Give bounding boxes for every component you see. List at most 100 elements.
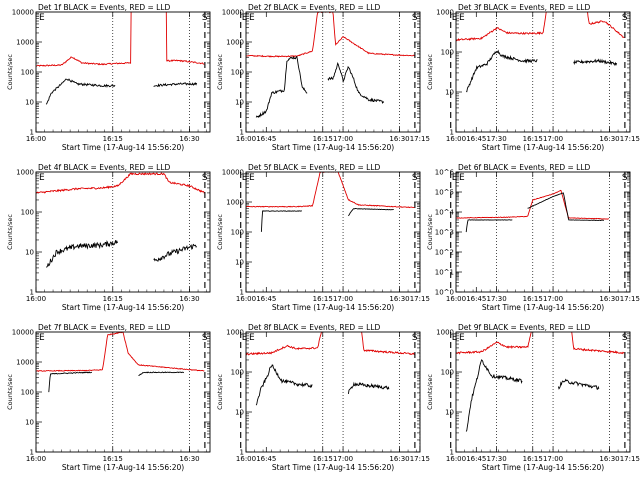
y-tick-label: 1 <box>240 129 244 137</box>
events-series-line <box>573 58 618 67</box>
lld-series-line <box>456 12 625 42</box>
marker-label-e: E <box>452 13 458 23</box>
marker-label-s: S <box>202 13 208 23</box>
plot-frame <box>245 171 421 293</box>
marker-label-e: E <box>459 13 465 23</box>
panel-det-2: Det 2f BLACK = Events, RED = LLD 1 10 100 10… <box>216 3 640 152</box>
lld-series-line <box>456 189 609 220</box>
y-tick-label: 10 <box>235 409 244 417</box>
events-series-line <box>527 192 605 221</box>
x-axis-label: Start Time (17-Aug-14 15:56:20) <box>272 143 394 152</box>
plot-frame <box>455 331 631 453</box>
x-tick-label: 17:30 <box>486 295 506 303</box>
x-tick-label: 16:15 <box>523 135 543 143</box>
x-tick-label: 16:00 <box>236 135 256 143</box>
x-tick-label: 16:30 <box>599 455 619 463</box>
events-series-line <box>465 359 523 432</box>
y-axis-label: Counts/sec <box>6 54 14 90</box>
y-tick-label: 1 <box>30 449 34 457</box>
y-axis-label: Counts/sec <box>216 54 224 90</box>
y-tick-label: 100 <box>21 389 34 397</box>
panel-title: Det 5f BLACK = Events, RED = LLD <box>248 163 381 172</box>
y-tick-label: 100 <box>21 209 34 217</box>
y-axis-label: Counts/sec <box>426 374 434 410</box>
y-tick-label: 10 <box>25 99 34 107</box>
plot-frame <box>455 11 631 133</box>
events-series-line <box>153 81 198 88</box>
events-series-line <box>466 49 538 93</box>
y-tick-label: 10 <box>445 409 454 417</box>
marker-label-s: S <box>412 13 418 23</box>
marker-label-s: S <box>412 173 418 183</box>
y-tick-label: 100 <box>231 369 244 377</box>
x-tick-label: 17:00 <box>333 135 353 143</box>
x-tick-label: 17:30 <box>486 455 506 463</box>
events-series-line <box>138 371 185 376</box>
marker-label-s: S <box>202 333 208 343</box>
x-tick-label: 16:15 <box>313 455 333 463</box>
x-tick-label: 16:15 <box>523 455 543 463</box>
x-tick-label: 16:45 <box>256 135 276 143</box>
x-axis-label: Start Time (17-Aug-14 15:56:20) <box>62 463 184 472</box>
x-tick-label: 16:00 <box>446 135 466 143</box>
events-series-line <box>45 78 116 105</box>
marker-label-s: S <box>202 173 208 183</box>
x-axis-label: Start Time (17-Aug-14 15:56:20) <box>482 143 604 152</box>
events-series-line <box>48 371 92 393</box>
y-tick-label: 1000 <box>16 359 34 367</box>
marker-label-e: E <box>249 333 255 343</box>
panel-title: Det 2f BLACK = Events, RED = LLD <box>248 3 381 12</box>
events-series-line <box>465 219 513 233</box>
x-axis-label: Start Time (17-Aug-14 15:56:20) <box>482 463 604 472</box>
y-axis-label: Counts/sec <box>6 374 14 410</box>
panel-title: Det 1f BLACK = Events, RED = LLD <box>38 3 171 12</box>
panel-title: Det 9f BLACK = Events, RED = LLD <box>458 323 591 332</box>
panel-det-5: Det 5f BLACK = Events, RED = LLD 1 10 100 10… <box>216 163 640 312</box>
y-tick-label: 10 <box>235 259 244 267</box>
plot-frame <box>245 11 421 133</box>
x-tick-label: 16:00 <box>446 295 466 303</box>
panel-det-8: Det 8f BLACK = Events, RED = LLD 1 10 100 10… <box>216 323 640 472</box>
marker-label-e: E <box>39 333 45 343</box>
y-tick-label: 1000 <box>436 329 454 337</box>
x-tick-label: 16:45 <box>466 295 486 303</box>
y-tick-label: 10 <box>445 89 454 97</box>
y-tick-label: 10^3 <box>435 229 454 237</box>
x-tick-label: 17:15 <box>620 135 640 143</box>
y-tick-label: 1 <box>30 129 34 137</box>
y-tick-label: 10000 <box>12 9 34 17</box>
lld-series-line <box>36 332 205 373</box>
y-tick-label: 10^2 <box>435 249 454 257</box>
marker-label-e: E <box>249 13 255 23</box>
panel-title: Det 8f BLACK = Events, RED = LLD <box>248 323 381 332</box>
y-tick-label: 100 <box>21 69 34 77</box>
x-tick-label: 17:00 <box>333 295 353 303</box>
x-tick-label: 17:30 <box>486 135 506 143</box>
y-tick-label: 1 <box>240 289 244 297</box>
y-tick-label: 1 <box>30 289 34 297</box>
panel-det-3: Det 3f BLACK = Events, RED = LLD 1 10 100 10… <box>426 3 631 152</box>
y-tick-label: 10^5 <box>435 189 454 197</box>
x-tick-label: 16:30 <box>179 295 199 303</box>
x-tick-label: 16:15 <box>523 295 543 303</box>
x-tick-label: 17:00 <box>543 135 563 143</box>
events-series-line <box>348 208 394 217</box>
x-tick-label: 17:15 <box>620 455 640 463</box>
y-tick-label: 1 <box>240 449 244 457</box>
lld-series-line <box>246 12 415 58</box>
x-tick-label: 17:15 <box>410 295 430 303</box>
x-tick-label: 17:00 <box>333 455 353 463</box>
panel-title: Det 3f BLACK = Events, RED = LLD <box>458 3 591 12</box>
x-tick-label: 16:45 <box>466 135 486 143</box>
x-tick-label: 16:00 <box>26 455 46 463</box>
y-tick-label: 10 <box>25 249 34 257</box>
x-axis-label: Start Time (17-Aug-14 15:56:20) <box>62 303 184 312</box>
y-tick-label: 1000 <box>16 169 34 177</box>
y-tick-label: 1000 <box>226 39 244 47</box>
y-tick-label: 10 <box>25 419 34 427</box>
y-tick-label: 10000 <box>222 169 244 177</box>
panel-det-6: Det 6f BLACK = Events, RED = LLD 10^0 10^1… <box>426 163 631 312</box>
y-axis-label: Counts/sec <box>216 374 224 410</box>
